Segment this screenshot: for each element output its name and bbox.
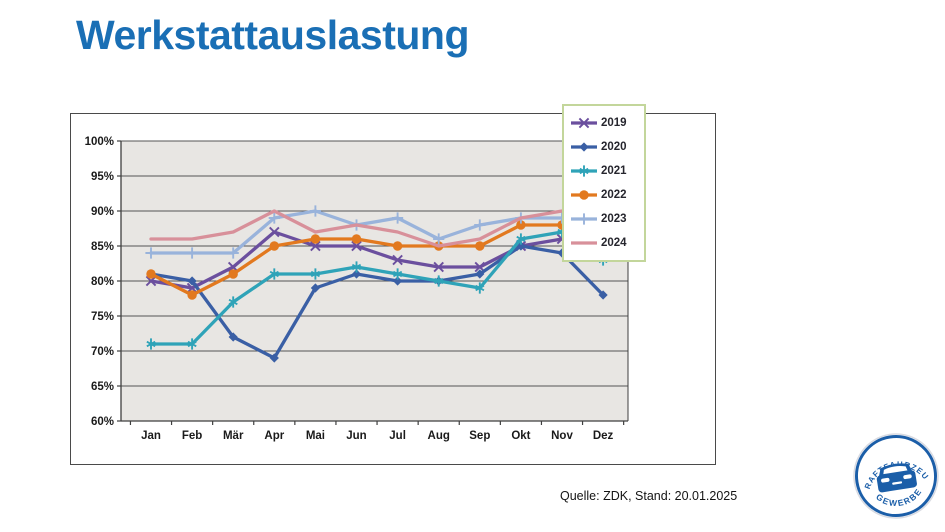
y-axis-label: 90% xyxy=(91,206,114,218)
legend-item-2020: 2020 xyxy=(570,137,639,157)
legend-label: 2021 xyxy=(601,165,627,177)
x-axis-label: Feb xyxy=(182,430,202,442)
line-chart-canvas: 100% 95% 90% 85% 80% 75% 70% 65% 60% Jan Feb Mär Apr… xyxy=(85,136,629,442)
legend-label: 2023 xyxy=(601,213,627,225)
source-caption: Quelle: ZDK, Stand: 20.01.2025 xyxy=(560,489,738,503)
y-axis-label: 70% xyxy=(91,346,114,358)
y-axis-label: 75% xyxy=(91,311,114,323)
y-axis-label: 95% xyxy=(91,171,114,183)
x-axis-label: Mär xyxy=(223,430,244,442)
series-2022 xyxy=(146,220,608,300)
y-axis-label: 65% xyxy=(91,381,114,393)
x-axis-label: Jan xyxy=(141,430,161,442)
legend-label: 2024 xyxy=(601,237,627,249)
x-axis-label: Dez xyxy=(593,430,614,442)
x-axis-label: Jun xyxy=(346,430,366,442)
legend-swatch-circle-marker xyxy=(571,190,597,200)
y-axis-label: 85% xyxy=(91,241,114,253)
legend-swatch-none-marker xyxy=(571,241,597,245)
legend-label: 2020 xyxy=(601,141,627,153)
x-axis-label: Sep xyxy=(469,430,490,442)
car-front-icon xyxy=(876,463,917,493)
series-2024 xyxy=(149,209,605,248)
y-axis-label: 100% xyxy=(85,136,114,148)
legend-item-2019: 2019 xyxy=(570,113,639,133)
legend-label: 2022 xyxy=(601,189,627,201)
x-axis-label: Okt xyxy=(511,430,530,442)
y-axis-label: 60% xyxy=(91,416,114,428)
y-axis-label: 80% xyxy=(91,276,114,288)
legend-swatch-x-marker xyxy=(571,117,597,129)
x-axis-label: Aug xyxy=(428,430,450,442)
legend-swatch-plus-marker xyxy=(571,213,597,225)
x-axis-label: Nov xyxy=(551,430,573,442)
series-2020 xyxy=(146,241,608,363)
page-title: Werkstattauslastung xyxy=(76,12,470,58)
legend-swatch-asterisk-marker xyxy=(571,165,597,177)
x-axis-label: Mai xyxy=(306,430,325,442)
legend-item-2021: 2021 xyxy=(570,161,639,181)
x-axis-label: Apr xyxy=(264,430,284,442)
legend-item-2024: 2024 xyxy=(570,233,639,253)
legend-item-2022: 2022 xyxy=(570,185,639,205)
x-axis-label: Jul xyxy=(389,430,406,442)
chart-legend: 2019 2020 2021 2022 2023 2024 xyxy=(562,104,646,262)
legend-label: 2019 xyxy=(601,117,627,129)
legend-swatch-diamond-marker xyxy=(571,142,597,152)
legend-item-2023: 2023 xyxy=(570,209,639,229)
kfz-gewerbe-logo: KRAFTFAHRZEUG GEWERBE xyxy=(851,429,939,519)
